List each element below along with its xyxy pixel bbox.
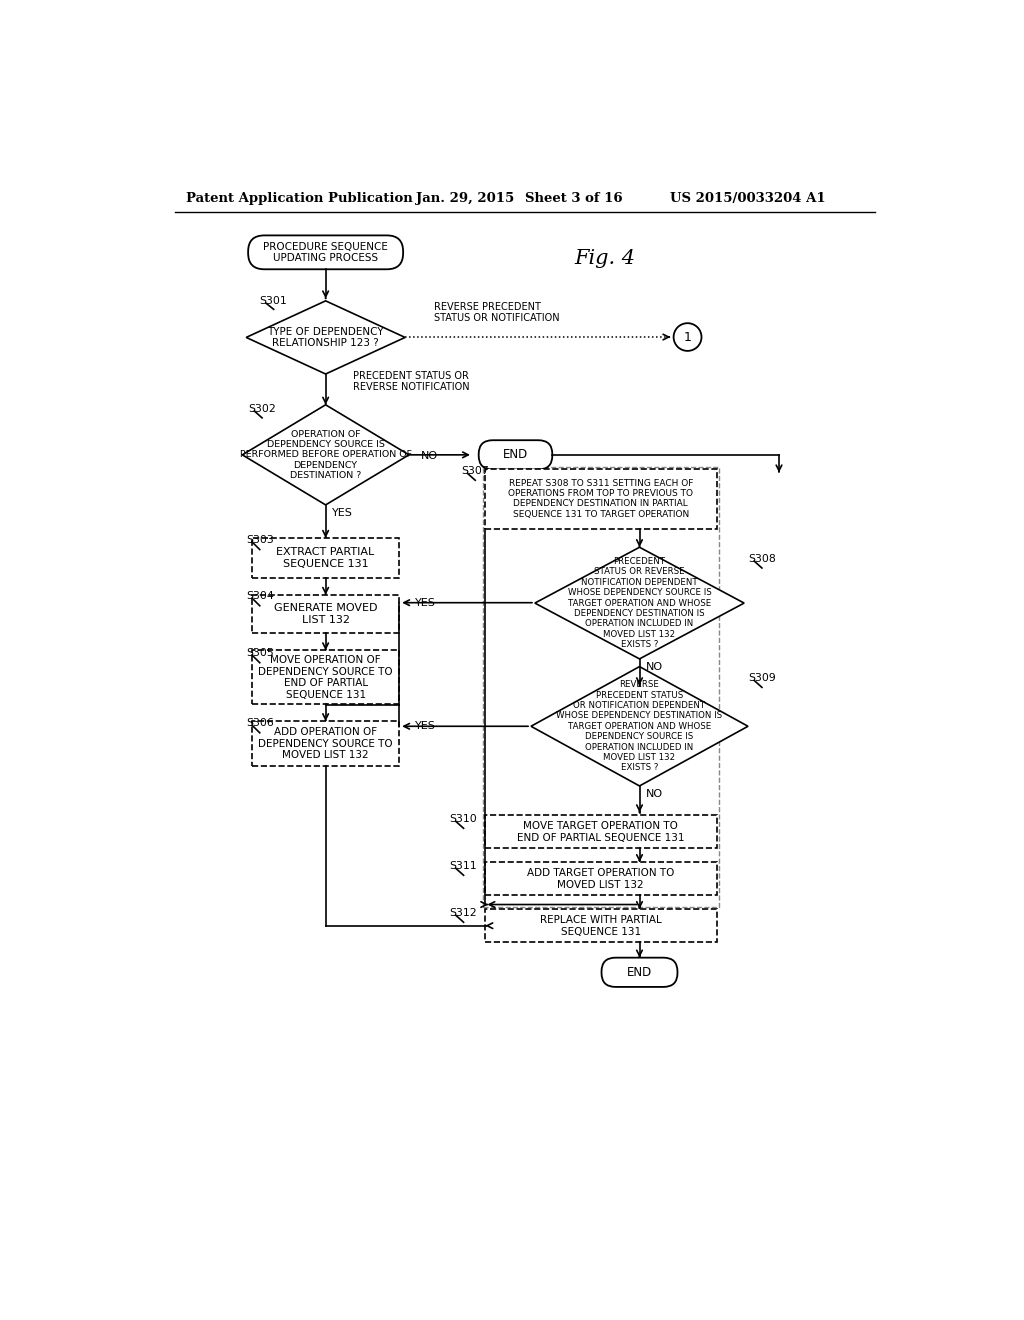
Text: S307: S307 xyxy=(461,466,489,477)
Text: NO: NO xyxy=(646,788,663,799)
Text: Fig. 4: Fig. 4 xyxy=(574,249,635,268)
Text: MOVE OPERATION OF
DEPENDENCY SOURCE TO
END OF PARTIAL
SEQUENCE 131: MOVE OPERATION OF DEPENDENCY SOURCE TO E… xyxy=(258,655,393,700)
Text: YES: YES xyxy=(332,508,352,517)
Text: S305: S305 xyxy=(246,648,273,657)
Text: S303: S303 xyxy=(246,535,273,545)
Text: PROCEDURE SEQUENCE
UPDATING PROCESS: PROCEDURE SEQUENCE UPDATING PROCESS xyxy=(263,242,388,263)
Bar xyxy=(252,595,399,634)
Bar xyxy=(484,469,717,529)
Bar xyxy=(252,721,399,766)
Text: NO: NO xyxy=(421,451,438,462)
Bar xyxy=(252,539,399,578)
Text: EXTRACT PARTIAL
SEQUENCE 131: EXTRACT PARTIAL SEQUENCE 131 xyxy=(276,548,375,569)
FancyBboxPatch shape xyxy=(478,441,552,470)
Text: S306: S306 xyxy=(246,718,273,727)
FancyBboxPatch shape xyxy=(248,235,403,269)
Text: Sheet 3 of 16: Sheet 3 of 16 xyxy=(524,191,623,205)
Text: 1: 1 xyxy=(684,330,691,343)
Text: REVERSE
PRECEDENT STATUS
OR NOTIFICATION DEPENDENT
WHOSE DEPENDENCY DESTINATION : REVERSE PRECEDENT STATUS OR NOTIFICATION… xyxy=(556,680,723,772)
Text: US 2015/0033204 A1: US 2015/0033204 A1 xyxy=(671,191,826,205)
Bar xyxy=(484,909,717,942)
Text: OPERATION OF
DEPENDENCY SOURCE IS
PERFORMED BEFORE OPERATION OF
DEPENDENCY
DESTI: OPERATION OF DEPENDENCY SOURCE IS PERFOR… xyxy=(240,429,412,480)
Text: S302: S302 xyxy=(248,404,275,413)
Text: MOVE TARGET OPERATION TO
END OF PARTIAL SEQUENCE 131: MOVE TARGET OPERATION TO END OF PARTIAL … xyxy=(517,821,684,842)
Bar xyxy=(252,651,399,705)
Text: S311: S311 xyxy=(450,861,477,871)
Bar xyxy=(483,467,719,907)
Bar xyxy=(484,862,717,895)
Text: S312: S312 xyxy=(450,908,477,917)
Text: S308: S308 xyxy=(748,554,776,564)
Text: S310: S310 xyxy=(450,814,477,824)
Text: NO: NO xyxy=(646,661,663,672)
Text: PRECEDENT
STATUS OR REVERSE
NOTIFICATION DEPENDENT
WHOSE DEPENDENCY SOURCE IS
TA: PRECEDENT STATUS OR REVERSE NOTIFICATION… xyxy=(567,557,712,649)
Text: REPEAT S308 TO S311 SETTING EACH OF
OPERATIONS FROM TOP TO PREVIOUS TO
DEPENDENC: REPEAT S308 TO S311 SETTING EACH OF OPER… xyxy=(508,479,693,519)
Circle shape xyxy=(674,323,701,351)
Text: END: END xyxy=(627,966,652,979)
Text: S309: S309 xyxy=(748,673,776,684)
Text: Patent Application Publication: Patent Application Publication xyxy=(186,191,413,205)
Text: PRECEDENT STATUS OR
REVERSE NOTIFICATION: PRECEDENT STATUS OR REVERSE NOTIFICATION xyxy=(352,371,469,392)
Text: S301: S301 xyxy=(260,296,288,306)
Polygon shape xyxy=(243,405,409,506)
Text: ADD TARGET OPERATION TO
MOVED LIST 132: ADD TARGET OPERATION TO MOVED LIST 132 xyxy=(527,869,675,890)
Text: GENERATE MOVED
LIST 132: GENERATE MOVED LIST 132 xyxy=(273,603,378,626)
Text: REPLACE WITH PARTIAL
SEQUENCE 131: REPLACE WITH PARTIAL SEQUENCE 131 xyxy=(540,915,662,936)
Bar xyxy=(484,816,717,849)
Text: ADD OPERATION OF
DEPENDENCY SOURCE TO
MOVED LIST 132: ADD OPERATION OF DEPENDENCY SOURCE TO MO… xyxy=(258,727,393,760)
Text: YES: YES xyxy=(415,721,435,731)
Text: Jan. 29, 2015: Jan. 29, 2015 xyxy=(417,191,514,205)
FancyBboxPatch shape xyxy=(601,958,678,987)
Polygon shape xyxy=(535,548,744,659)
Text: TYPE OF DEPENDENCY
RELATIONSHIP 123 ?: TYPE OF DEPENDENCY RELATIONSHIP 123 ? xyxy=(267,326,384,348)
Text: END: END xyxy=(503,449,528,462)
Polygon shape xyxy=(246,301,406,374)
Text: S304: S304 xyxy=(246,591,273,601)
Text: REVERSE PRECEDENT
STATUS OR NOTIFICATION: REVERSE PRECEDENT STATUS OR NOTIFICATION xyxy=(434,301,560,323)
Polygon shape xyxy=(531,667,748,785)
Text: YES: YES xyxy=(415,598,435,609)
